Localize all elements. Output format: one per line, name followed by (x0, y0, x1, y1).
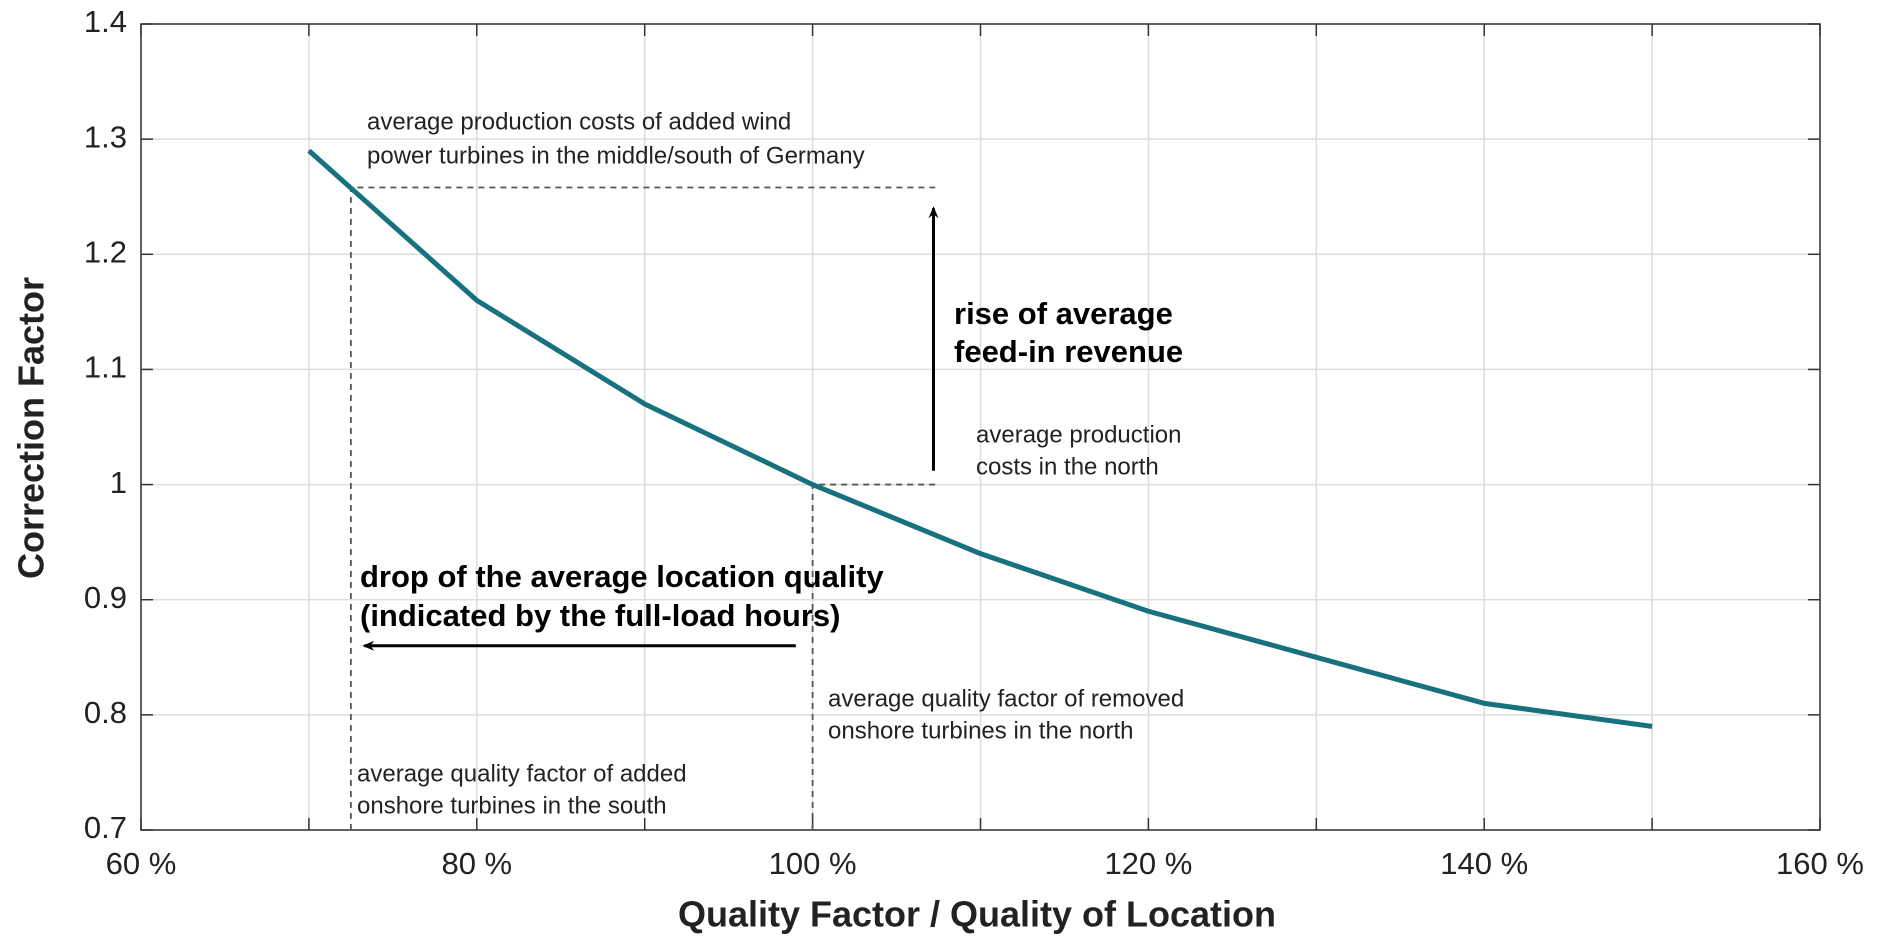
x-tick-label: 160 % (1776, 846, 1864, 881)
annotation: rise of average (954, 296, 1173, 331)
annotation: onshore turbines in the south (357, 792, 667, 819)
guide-line (811, 483, 936, 830)
y-tick-label: 1.3 (84, 119, 127, 154)
x-tick-label: 60 % (106, 846, 177, 881)
data-line (307, 148, 1653, 729)
y-tick-label: 1.2 (84, 234, 127, 269)
y-tick-label: 0.9 (84, 580, 127, 615)
annotation: average production costs of added wind (367, 108, 791, 135)
x-tick-label: 120 % (1104, 846, 1192, 881)
annotation: power turbines in the middle/south of Ge… (367, 142, 865, 169)
annotation: drop of the average location quality (360, 559, 884, 594)
y-tick-label: 1 (110, 465, 127, 500)
annotation: costs in the north (976, 453, 1159, 480)
x-tick-label: 100 % (769, 846, 857, 881)
x-tick-label: 140 % (1440, 846, 1528, 881)
x-tick-label: 80 % (441, 846, 512, 881)
y-tick-label: 1.4 (84, 4, 127, 39)
y-tick-label: 1.1 (84, 350, 127, 385)
y-tick-label: 0.7 (84, 810, 127, 845)
plot-frame (140, 23, 1821, 831)
x-axis-label: Quality Factor / Quality of Location (678, 894, 1276, 935)
y-tick-label: 0.8 (84, 695, 127, 730)
annotation: average quality factor of added (357, 760, 687, 787)
annotation: onshore turbines in the north (828, 717, 1134, 744)
y-axis-label: Correction Factor (11, 277, 52, 579)
annotation: (indicated by the full-load hours) (360, 598, 841, 633)
annotation: average quality factor of removed (828, 685, 1184, 712)
annotation: feed-in revenue (954, 334, 1183, 369)
annotation: average production (976, 421, 1181, 448)
